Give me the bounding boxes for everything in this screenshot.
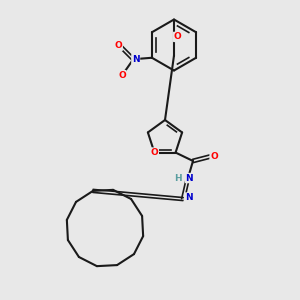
Text: N: N <box>185 193 192 202</box>
Text: N: N <box>186 174 193 183</box>
Text: O: O <box>114 41 122 50</box>
Text: O: O <box>151 148 158 157</box>
Text: O: O <box>174 32 182 41</box>
Text: H: H <box>174 174 182 183</box>
Text: O: O <box>210 152 218 161</box>
Text: N: N <box>132 55 140 64</box>
Text: O: O <box>118 71 126 80</box>
